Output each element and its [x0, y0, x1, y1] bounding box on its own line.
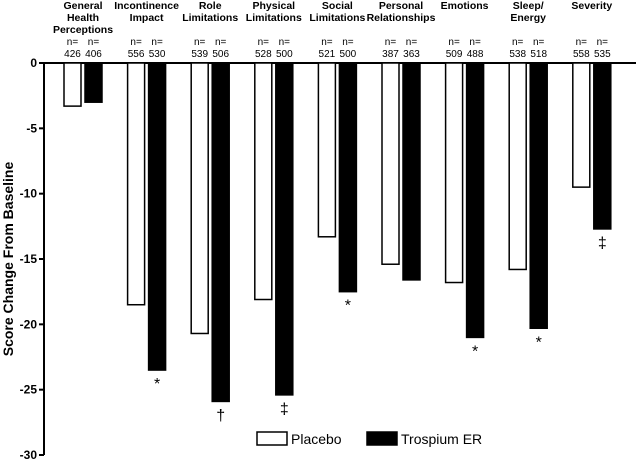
- n-prefix-label: n=: [597, 37, 609, 48]
- trospium-bar: [211, 62, 230, 403]
- legend: Placebo Trospium ER: [256, 431, 482, 447]
- significance-marker: *: [472, 343, 478, 360]
- y-tick-label: -20: [20, 317, 38, 331]
- trospium-bar: [84, 62, 103, 103]
- legend-swatch-trospium: [366, 431, 398, 446]
- n-prefix-label: n=: [279, 37, 291, 48]
- y-tick-label: -15: [20, 252, 38, 266]
- n-prefix-label: n=: [533, 37, 545, 48]
- category-label: Health: [67, 12, 99, 24]
- category-label: Limitations: [246, 12, 302, 24]
- placebo-bar: [572, 62, 591, 188]
- placebo-bar: [317, 62, 337, 238]
- placebo-bar: [381, 62, 400, 265]
- n-value-label: 500: [276, 49, 293, 60]
- y-tick-label: -5: [26, 121, 37, 135]
- n-value-label: 406: [85, 49, 102, 60]
- n-value-label: 538: [509, 49, 526, 60]
- n-prefix-label: n=: [512, 37, 524, 48]
- category-label: Sleep/: [513, 0, 544, 12]
- n-value-label: 521: [319, 49, 336, 60]
- n-value-label: 426: [64, 49, 81, 60]
- placebo-bar: [126, 62, 146, 306]
- n-prefix-label: n=: [67, 37, 79, 48]
- category-label: Relationships: [367, 12, 436, 24]
- category-label: Incontinence: [114, 0, 179, 12]
- n-prefix-label: n=: [385, 37, 397, 48]
- n-prefix-label: n=: [258, 37, 270, 48]
- trospium-bar: [147, 62, 167, 371]
- trospium-bar: [275, 62, 294, 396]
- n-prefix-label: n=: [321, 37, 333, 48]
- category-label: Energy: [510, 12, 546, 24]
- significance-marker: *: [154, 376, 160, 393]
- n-prefix-label: n=: [576, 37, 588, 48]
- n-prefix-label: n=: [151, 37, 163, 48]
- n-value-label: 539: [191, 49, 208, 60]
- n-value-label: 530: [149, 49, 166, 60]
- significance-marker: ‡: [280, 401, 289, 418]
- placebo-bar: [444, 62, 464, 284]
- placebo-bar: [254, 62, 273, 301]
- category-label: Role: [199, 0, 222, 12]
- category-label: General: [63, 0, 102, 12]
- trospium-bar: [465, 62, 485, 339]
- legend-swatch-placebo: [256, 431, 288, 446]
- significance-marker: †: [216, 407, 225, 424]
- trospium-bar: [402, 62, 421, 281]
- y-axis-title: Score Change From Baseline: [0, 162, 16, 357]
- category-label: Severity: [571, 0, 612, 12]
- y-tick-label: -25: [20, 383, 38, 397]
- n-prefix-label: n=: [130, 37, 142, 48]
- placebo-bar: [508, 62, 527, 271]
- n-value-label: 518: [530, 49, 547, 60]
- n-prefix-label: n=: [342, 37, 354, 48]
- n-value-label: 387: [382, 49, 399, 60]
- n-prefix-label: n=: [215, 37, 227, 48]
- n-value-label: 506: [212, 49, 229, 60]
- significance-marker: *: [345, 298, 351, 315]
- n-prefix-label: n=: [406, 37, 418, 48]
- trospium-bar: [338, 62, 358, 293]
- n-prefix-label: n=: [448, 37, 460, 48]
- trospium-bar: [529, 62, 548, 330]
- category-label: Limitations: [182, 12, 238, 24]
- trospium-bar: [593, 62, 612, 230]
- placebo-bar: [190, 62, 209, 335]
- n-value-label: 528: [255, 49, 272, 60]
- bars: * † ‡ * * * ‡: [63, 62, 612, 424]
- significance-marker: *: [536, 334, 542, 351]
- placebo-bar: [63, 62, 82, 107]
- n-value-label: 556: [128, 49, 145, 60]
- n-value-label: 535: [594, 49, 611, 60]
- n-value-label: 509: [446, 49, 463, 60]
- legend-label-trospium: Trospium ER: [401, 431, 482, 447]
- significance-marker: ‡: [598, 235, 607, 252]
- n-prefix-label: n=: [469, 37, 481, 48]
- category-labels: GeneralHealthPerceptionsn=426n=406Incont…: [53, 0, 612, 60]
- category-label: Perceptions: [53, 24, 113, 36]
- n-prefix-label: n=: [194, 37, 206, 48]
- n-value-label: 558: [573, 49, 590, 60]
- category-label: Personal: [379, 0, 423, 12]
- y-tick-label: -30: [20, 448, 38, 460]
- category-label: Limitations: [309, 12, 365, 24]
- category-label: Physical: [252, 0, 295, 12]
- category-label: Emotions: [441, 0, 489, 12]
- n-value-label: 488: [467, 49, 484, 60]
- y-tick-label: -10: [20, 187, 38, 201]
- y-tick-label: 0: [30, 56, 37, 70]
- category-label: Impact: [130, 12, 164, 24]
- legend-label-placebo: Placebo: [291, 431, 342, 447]
- n-prefix-label: n=: [88, 37, 100, 48]
- category-label: Social: [322, 0, 353, 12]
- n-value-label: 363: [403, 49, 420, 60]
- n-value-label: 500: [340, 49, 357, 60]
